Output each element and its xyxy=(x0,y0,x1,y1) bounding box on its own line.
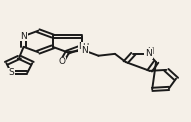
Text: N: N xyxy=(20,32,27,41)
Text: N: N xyxy=(81,46,88,55)
Text: N: N xyxy=(79,42,85,51)
Text: H: H xyxy=(82,43,88,52)
Text: O: O xyxy=(58,57,65,66)
Text: H: H xyxy=(147,47,153,56)
Text: S: S xyxy=(8,68,14,77)
Text: N: N xyxy=(145,49,152,58)
